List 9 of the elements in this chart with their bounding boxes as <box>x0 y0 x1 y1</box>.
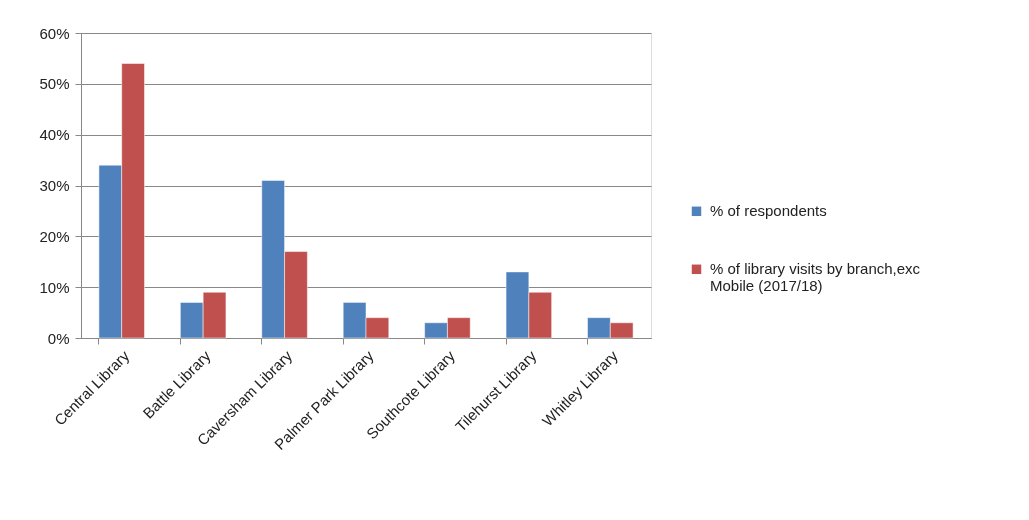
legend-label: % of library visits by branch,exc Mobile (2017/18) <box>710 260 921 295</box>
y-tick-label: 0% <box>47 329 70 347</box>
y-tick-label: 50% <box>39 75 70 93</box>
y-tick-label: 10% <box>39 278 70 296</box>
y-tick-label: 60% <box>39 24 70 42</box>
legend-label: % of respondents <box>710 202 827 220</box>
y-tick-label: 20% <box>39 227 70 245</box>
y-tick-label: 30% <box>39 177 70 194</box>
y-tick-label: 40% <box>39 126 70 144</box>
